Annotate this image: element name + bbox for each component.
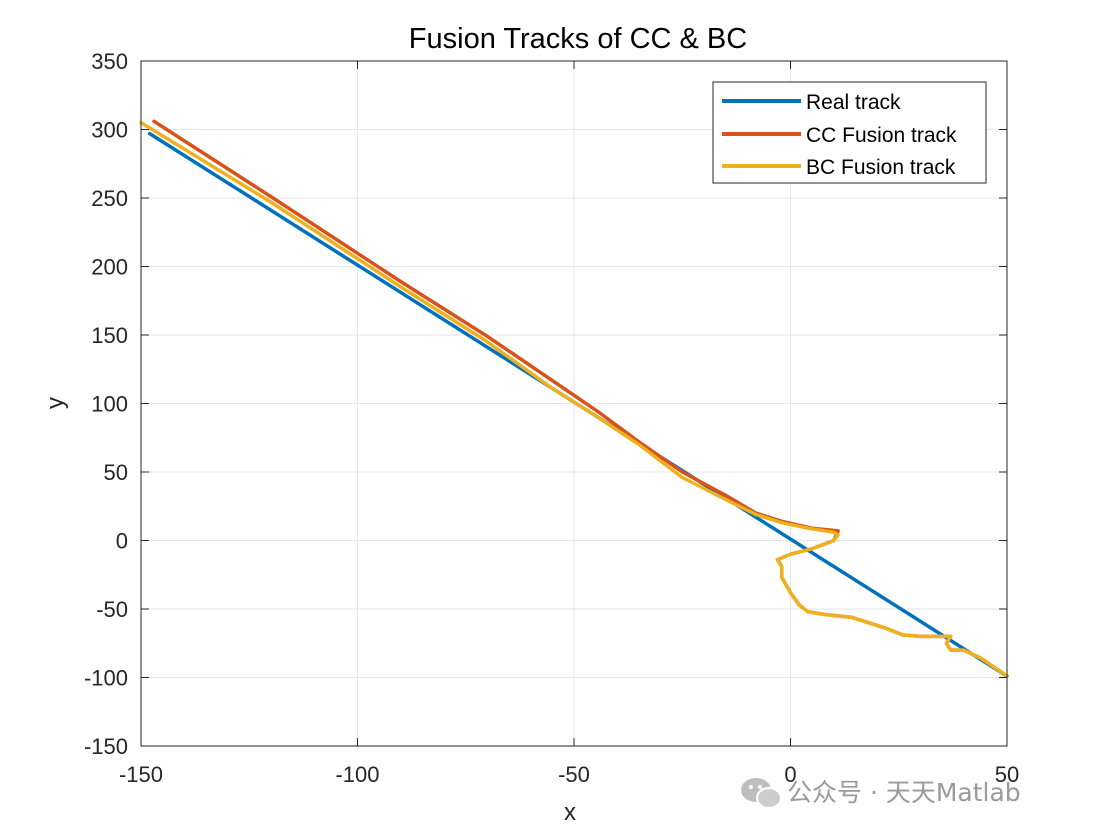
y-tick-label: 250 [91,186,128,211]
y-tick-labels: -150 -100 -50 0 50 100 150 200 250 300 350 [84,49,128,759]
x-tick-label: 0 [784,762,796,787]
legend-label-bc-fusion-track: BC Fusion track [806,156,956,179]
wechat-icon [741,778,782,809]
series-line-bc-fusion-track [139,120,1009,678]
legend-label-cc-fusion-track: CC Fusion track [806,124,957,147]
legend: Real track CC Fusion track BC Fusion tra… [712,81,987,184]
x-tick-label: -50 [558,762,590,787]
x-tick-label: -150 [119,762,163,787]
y-tick-label: 50 [104,460,128,485]
y-tick-label: -50 [96,597,128,622]
series-lines [139,119,1009,678]
axis-ticks [140,60,1008,747]
y-tick-label: 200 [91,255,128,280]
y-tick-label: 350 [91,49,128,74]
legend-label-real-track: Real track [806,91,901,114]
chart-title: Fusion Tracks of CC & BC [409,23,747,55]
y-tick-label: -100 [84,666,128,691]
y-tick-label: 100 [91,392,128,417]
y-axis-title: y [42,397,69,409]
watermark: 公众号 · 天天Matlab [741,778,1021,809]
y-tick-label: 0 [116,529,128,554]
x-tick-label: 50 [995,762,1019,787]
x-tick-labels: -150 -100 -50 0 50 [119,762,1019,787]
x-axis-title: x [564,799,576,826]
y-tick-label: 300 [91,118,128,143]
y-tick-label: -150 [84,734,128,759]
y-tick-label: 150 [91,323,128,348]
watermark-text: 公众号 · 天天Matlab [787,778,1021,807]
x-tick-label: -100 [335,762,379,787]
